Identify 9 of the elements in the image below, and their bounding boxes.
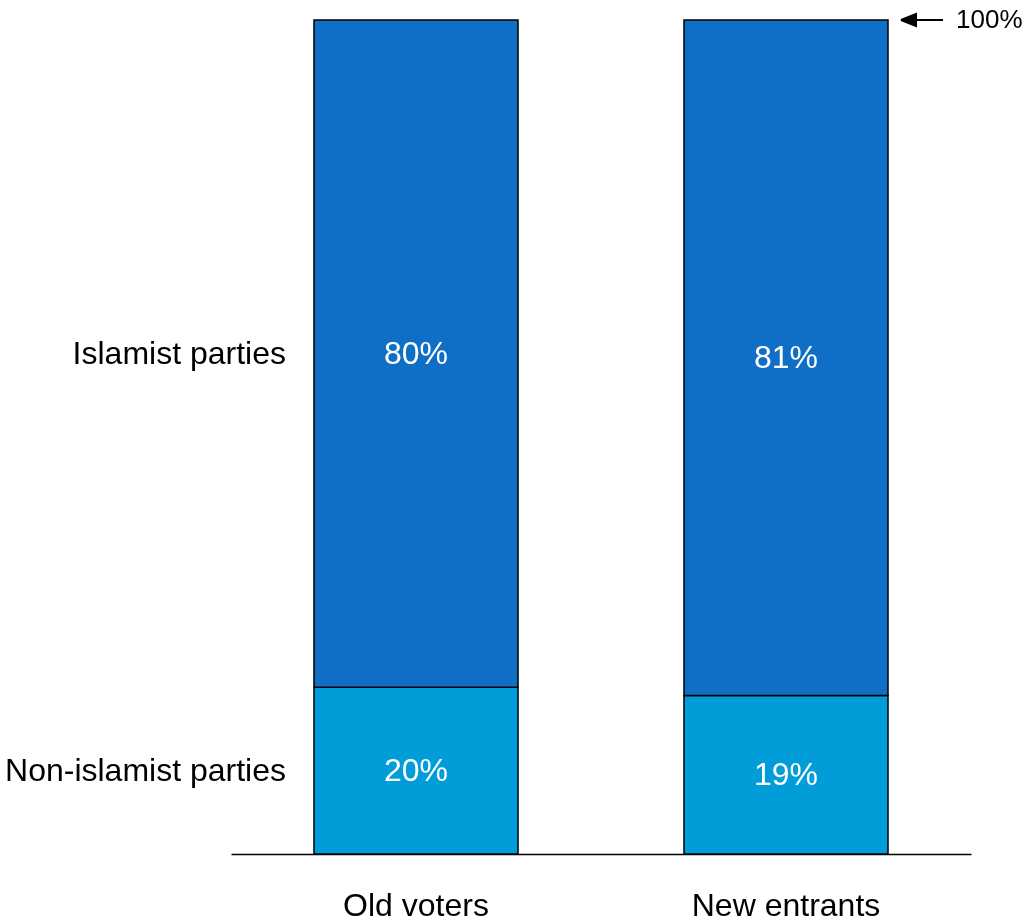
data-label: 80% <box>383 334 449 371</box>
data-label: 20% <box>383 751 449 788</box>
annotation: 100% <box>956 4 1023 34</box>
series-label: Non-islamist parties <box>5 751 286 788</box>
x-tick-label: New entrants <box>691 886 881 921</box>
data-label: 19% <box>753 755 819 792</box>
data-label: 81% <box>753 338 819 375</box>
x-tick-label: Old voters <box>343 886 489 921</box>
series-label: Islamist parties <box>72 334 286 371</box>
